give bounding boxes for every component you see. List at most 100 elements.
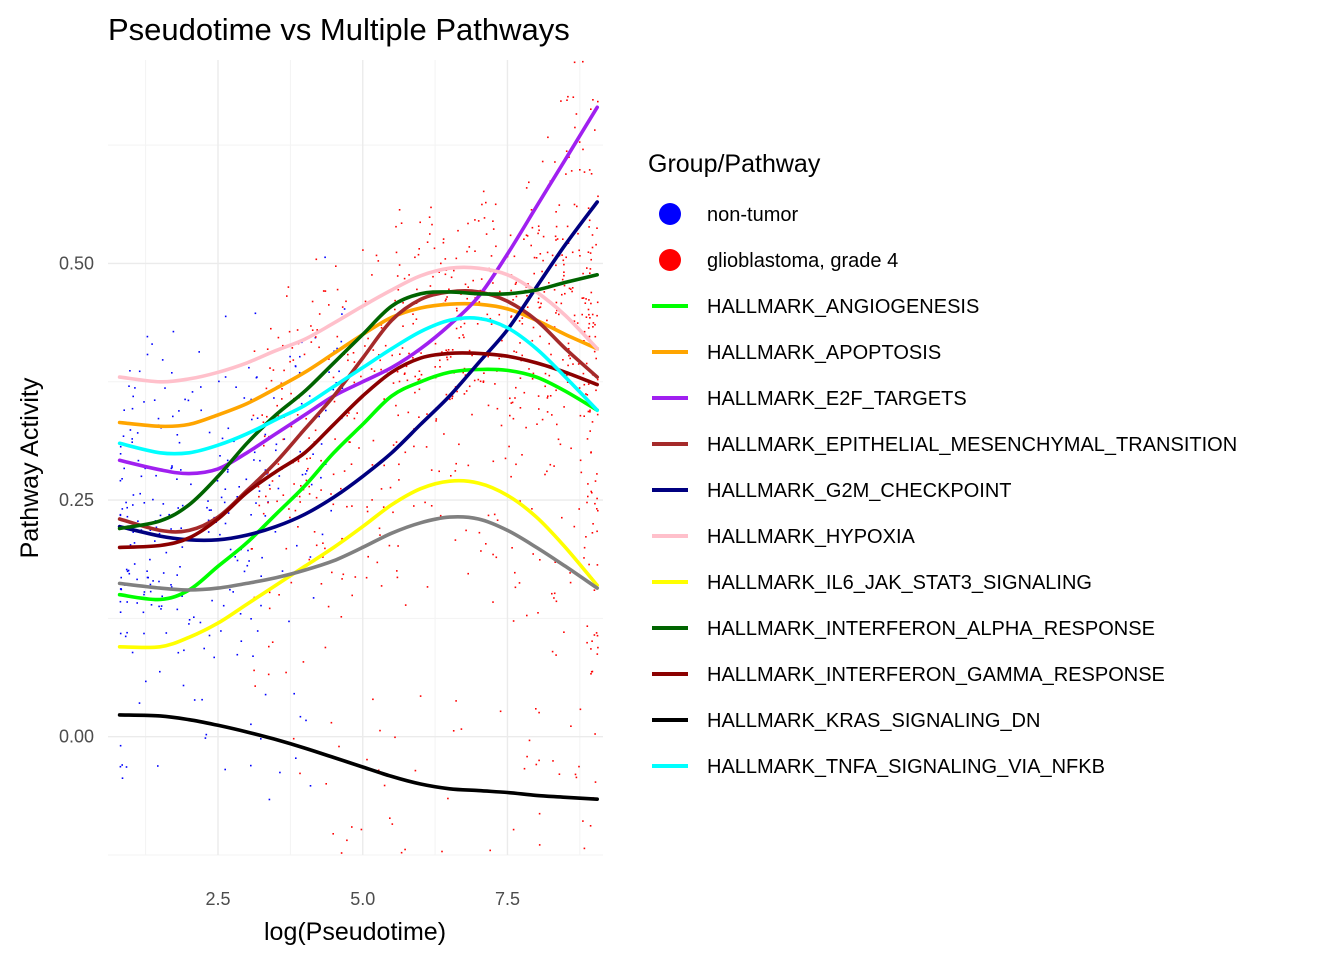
glioblastoma-point — [490, 323, 493, 325]
glioblastoma-point — [405, 365, 408, 368]
glioblastoma-point — [595, 357, 597, 360]
glioblastoma-point — [356, 412, 358, 414]
glioblastoma-point — [546, 397, 549, 399]
glioblastoma-point — [426, 586, 429, 588]
glioblastoma-point — [579, 708, 582, 711]
y-axis-title: Pathway Activity — [16, 377, 44, 558]
glioblastoma-point — [590, 490, 592, 493]
non-tumor-point — [153, 399, 156, 401]
glioblastoma-point — [578, 387, 581, 389]
non-tumor-point — [161, 595, 163, 598]
glioblastoma-point — [585, 393, 587, 395]
glioblastoma-point — [588, 335, 591, 338]
glioblastoma-point — [587, 327, 590, 329]
non-tumor-point — [182, 684, 185, 687]
glioblastoma-point — [509, 397, 511, 400]
glioblastoma-point — [412, 322, 414, 325]
non-tumor-point — [125, 501, 127, 504]
glioblastoma-point — [515, 386, 517, 389]
series-line-hallmark-angiogenesis — [117, 367, 599, 602]
glioblastoma-point — [523, 391, 526, 394]
glioblastoma-point — [480, 550, 482, 552]
glioblastoma-point — [320, 489, 322, 491]
glioblastoma-point — [419, 695, 422, 697]
non-tumor-point — [219, 455, 221, 457]
glioblastoma-point — [592, 322, 595, 324]
glioblastoma-point — [444, 300, 447, 302]
glioblastoma-point — [342, 573, 345, 576]
glioblastoma-point — [258, 495, 260, 498]
glioblastoma-point — [553, 465, 555, 467]
non-tumor-point — [125, 568, 128, 571]
non-tumor-point — [123, 467, 125, 470]
glioblastoma-point — [511, 547, 513, 549]
glioblastoma-point — [332, 376, 335, 379]
non-tumor-point — [133, 542, 136, 544]
non-tumor-point — [126, 515, 129, 518]
glioblastoma-point — [464, 283, 467, 286]
glioblastoma-point — [566, 374, 568, 377]
non-tumor-point — [119, 611, 122, 613]
non-tumor-point — [275, 449, 277, 452]
glioblastoma-point — [474, 250, 476, 252]
glioblastoma-point — [553, 592, 556, 595]
glioblastoma-point — [494, 203, 497, 206]
glioblastoma-point — [365, 576, 368, 579]
non-tumor-point — [138, 370, 141, 373]
glioblastoma-point — [594, 129, 596, 131]
non-tumor-point — [236, 653, 239, 656]
glioblastoma-point — [298, 495, 301, 498]
non-tumor-point — [340, 340, 343, 343]
glioblastoma-point — [397, 414, 399, 417]
glioblastoma-point — [559, 443, 562, 446]
glioblastoma-point — [286, 295, 288, 297]
glioblastoma-point — [597, 195, 599, 198]
glioblastoma-point — [587, 251, 590, 253]
non-tumor-point — [126, 506, 128, 509]
glioblastoma-point — [482, 190, 485, 193]
non-tumor-point — [162, 572, 165, 574]
glioblastoma-point — [346, 414, 348, 417]
glioblastoma-point — [580, 471, 583, 474]
glioblastoma-point — [263, 435, 266, 438]
glioblastoma-point — [299, 772, 301, 775]
glioblastoma-point — [553, 326, 556, 328]
glioblastoma-point — [578, 508, 580, 510]
glioblastoma-point — [446, 358, 449, 361]
glioblastoma-point — [265, 495, 267, 498]
non-tumor-point — [203, 647, 205, 650]
glioblastoma-point — [536, 423, 538, 425]
glioblastoma-point — [492, 460, 495, 463]
glioblastoma-point — [287, 286, 290, 288]
glioblastoma-point — [394, 736, 396, 739]
non-tumor-point — [294, 365, 297, 367]
glioblastoma-point — [467, 464, 470, 467]
glioblastoma-point — [377, 260, 380, 262]
glioblastoma-point — [593, 634, 596, 636]
glioblastoma-point — [572, 363, 574, 365]
non-tumor-point — [289, 355, 291, 358]
glioblastoma-point — [543, 291, 546, 293]
glioblastoma-point — [538, 711, 540, 714]
glioblastoma-point — [588, 299, 590, 301]
glioblastoma-point — [538, 229, 540, 232]
non-tumor-point — [176, 608, 179, 611]
glioblastoma-point — [587, 410, 590, 413]
glioblastoma-point — [485, 201, 487, 204]
glioblastoma-point — [451, 349, 454, 351]
non-tumor-point — [250, 514, 252, 516]
non-tumor-point — [133, 563, 136, 565]
glioblastoma-point — [513, 350, 515, 353]
series-line-unlabeled — [117, 515, 599, 592]
non-tumor-point — [132, 494, 135, 496]
non-tumor-point — [208, 509, 211, 511]
non-tumor-point — [164, 387, 166, 389]
glioblastoma-point — [477, 378, 480, 381]
glioblastoma-point — [587, 383, 590, 385]
glioblastoma-point — [582, 60, 584, 63]
glioblastoma-point — [480, 278, 483, 280]
glioblastoma-point — [336, 335, 339, 338]
non-tumor-point — [255, 376, 258, 379]
glioblastoma-point — [389, 817, 391, 819]
glioblastoma-point — [496, 519, 499, 521]
